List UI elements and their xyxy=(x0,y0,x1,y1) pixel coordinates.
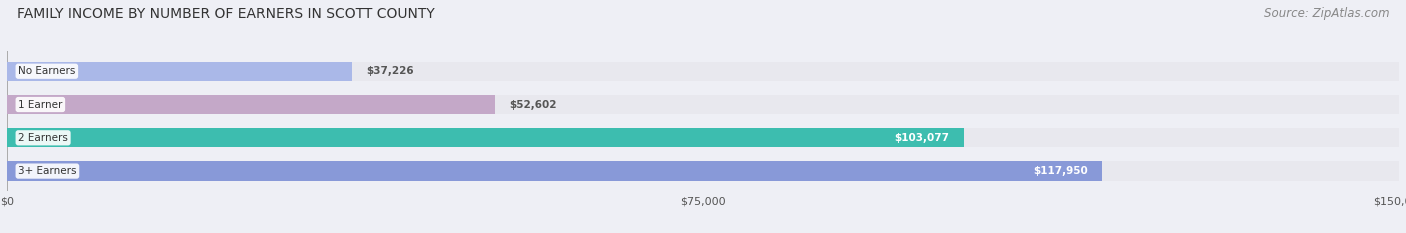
Bar xyxy=(7,95,495,114)
Text: $103,077: $103,077 xyxy=(894,133,949,143)
Text: FAMILY INCOME BY NUMBER OF EARNERS IN SCOTT COUNTY: FAMILY INCOME BY NUMBER OF EARNERS IN SC… xyxy=(17,7,434,21)
Bar xyxy=(7,161,1399,181)
Text: Source: ZipAtlas.com: Source: ZipAtlas.com xyxy=(1264,7,1389,20)
Text: 1 Earner: 1 Earner xyxy=(18,99,62,110)
Text: No Earners: No Earners xyxy=(18,66,76,76)
Bar xyxy=(7,128,1399,147)
Bar xyxy=(7,62,353,81)
Bar xyxy=(7,95,1399,114)
Text: $117,950: $117,950 xyxy=(1033,166,1088,176)
Text: $52,602: $52,602 xyxy=(509,99,557,110)
Text: 3+ Earners: 3+ Earners xyxy=(18,166,77,176)
Bar xyxy=(7,128,963,147)
Text: $37,226: $37,226 xyxy=(367,66,413,76)
Text: 2 Earners: 2 Earners xyxy=(18,133,67,143)
Bar xyxy=(7,62,1399,81)
Bar xyxy=(7,161,1101,181)
